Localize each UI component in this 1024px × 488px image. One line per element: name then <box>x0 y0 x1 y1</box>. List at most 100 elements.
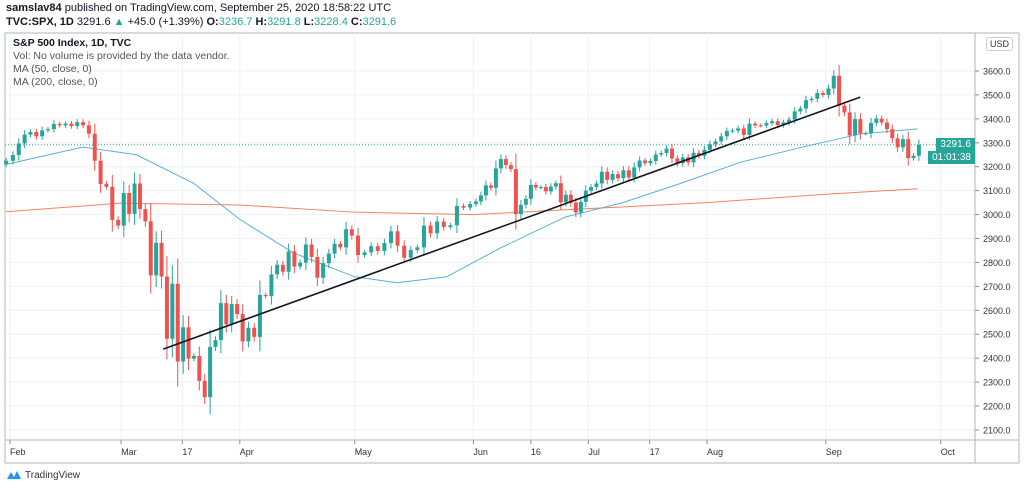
candle-body <box>275 264 280 275</box>
candle <box>213 336 218 351</box>
candle-body <box>548 186 553 192</box>
price-change: +45.0 (+1.39%) <box>127 16 204 28</box>
candle <box>826 84 831 99</box>
candle <box>292 244 297 273</box>
x-tick-label: Jun <box>473 447 488 457</box>
candle <box>719 132 724 145</box>
currency-button[interactable]: USD <box>986 37 1014 51</box>
candle-body <box>508 165 513 170</box>
candle-body <box>863 133 868 135</box>
candle <box>137 173 142 219</box>
candle <box>257 280 262 352</box>
candle-body <box>92 133 97 161</box>
candle <box>653 150 658 165</box>
candle-body <box>269 274 274 297</box>
candle <box>428 221 433 238</box>
candle-body <box>900 139 905 148</box>
y-tick-label: 2200.0 <box>983 402 1011 412</box>
tradingview-logo[interactable]: TradingView <box>6 469 80 481</box>
candle-body <box>842 105 847 113</box>
candle-body <box>680 157 685 164</box>
candle <box>415 244 420 253</box>
candle <box>599 166 604 189</box>
candle <box>395 225 400 252</box>
candle-body <box>809 98 814 101</box>
candle <box>369 242 374 257</box>
candle <box>309 238 314 263</box>
candle <box>57 121 62 128</box>
candle <box>906 131 911 166</box>
symbol: TVC:SPX, 1D <box>6 16 74 28</box>
candle-body <box>637 160 642 168</box>
candle-body <box>568 194 573 203</box>
candle <box>610 170 615 184</box>
candle-body <box>326 253 331 264</box>
candle <box>781 119 786 128</box>
candle-body <box>770 121 775 124</box>
candle <box>538 185 543 190</box>
candle <box>770 118 775 126</box>
y-tick-label: 2700.0 <box>983 282 1011 292</box>
candle <box>186 315 191 370</box>
candle-body <box>847 112 852 136</box>
candle-body <box>895 138 900 148</box>
candle <box>40 126 45 141</box>
candle <box>298 259 303 270</box>
candle <box>804 95 809 113</box>
candle <box>900 134 905 152</box>
candle <box>240 304 245 352</box>
candle <box>664 145 669 157</box>
candle-body <box>528 184 533 199</box>
candle-body <box>338 243 343 248</box>
legend-volume: Vol: No volume is provided by the data v… <box>13 50 230 62</box>
candle-body <box>488 185 493 188</box>
candle-body <box>741 128 746 135</box>
candle <box>558 175 563 211</box>
y-tick-label: 3400.0 <box>983 114 1011 124</box>
candle <box>375 242 380 255</box>
candle-body <box>707 144 712 150</box>
y-tick-label: 2600.0 <box>983 306 1011 316</box>
candle <box>344 221 349 255</box>
candle-body <box>792 111 797 120</box>
candle <box>879 115 884 126</box>
candle-body <box>34 132 39 137</box>
y-tick-label: 2800.0 <box>983 258 1011 268</box>
y-tick-label: 3500.0 <box>983 90 1011 100</box>
y-tick-label: 3200.0 <box>983 162 1011 172</box>
candle-body <box>884 122 889 130</box>
candle-body <box>787 119 792 123</box>
candle-body <box>820 93 825 95</box>
candle <box>659 150 664 157</box>
legend-ma50[interactable]: MA (50, close, 0) <box>13 63 92 75</box>
candle <box>874 115 879 127</box>
publisher[interactable]: samslav84 <box>6 2 62 14</box>
candle-body <box>369 246 374 253</box>
candle-body <box>229 304 234 325</box>
candle-body <box>589 187 594 191</box>
candle <box>847 103 852 145</box>
candle <box>675 154 680 167</box>
y-tick-label: 3300.0 <box>983 138 1011 148</box>
candle-body <box>202 380 207 398</box>
candle-body <box>16 143 21 155</box>
candle <box>269 265 274 305</box>
candle-body <box>632 167 637 178</box>
candle-body <box>781 122 786 126</box>
candle-body <box>75 122 80 127</box>
candle <box>503 155 508 169</box>
candle-body <box>616 174 621 179</box>
candle <box>842 101 847 117</box>
candle-body <box>659 153 664 155</box>
candle <box>669 143 674 164</box>
candle-body <box>483 185 488 196</box>
candle-body <box>10 154 15 161</box>
candle <box>724 127 729 140</box>
candle-body <box>421 225 426 248</box>
candle-body <box>713 141 718 145</box>
legend-ma200[interactable]: MA (200, close, 0) <box>13 76 98 88</box>
candle-body <box>218 303 223 341</box>
candle-body <box>621 170 626 179</box>
candle <box>75 119 80 130</box>
